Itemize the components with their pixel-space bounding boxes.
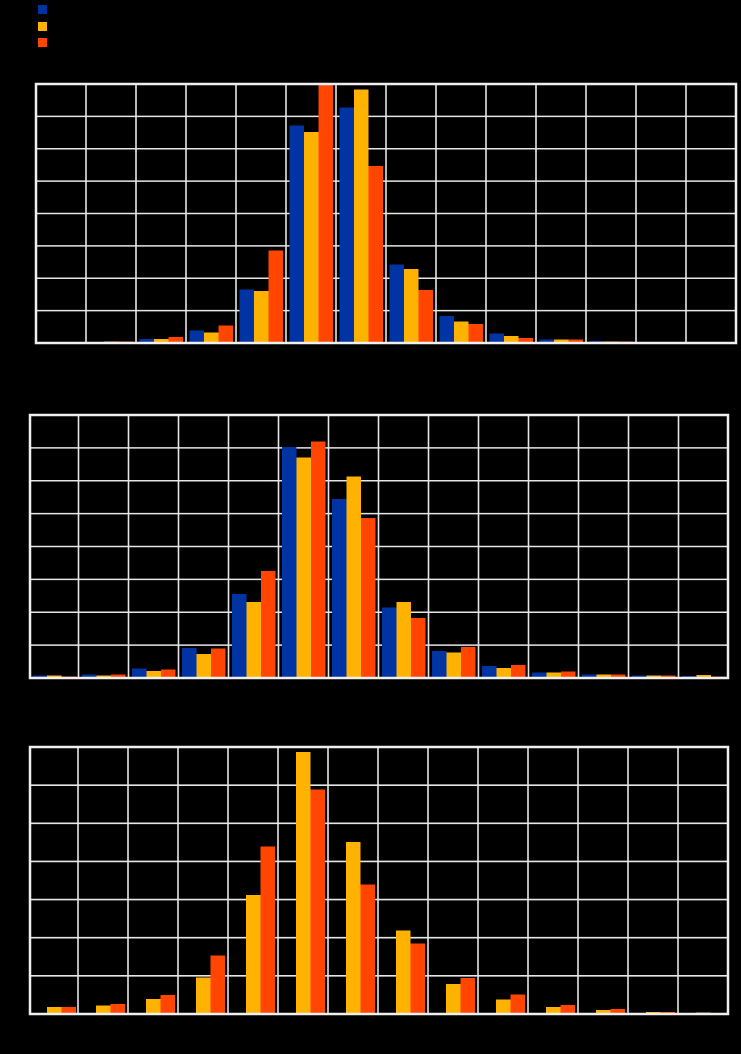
bar-orange: [559, 1004, 575, 1014]
bar-blue: [581, 673, 597, 678]
bar-orange: [610, 674, 626, 678]
legend-item-amber: [38, 21, 52, 31]
bar-amber: [153, 339, 169, 343]
bar-amber: [245, 894, 260, 1014]
bar-orange: [510, 664, 526, 678]
bar-blue: [239, 289, 254, 343]
bar-orange: [309, 788, 325, 1014]
bar-amber: [96, 674, 111, 678]
histogram-middle: [28, 413, 730, 679]
bar-amber: [503, 336, 519, 343]
bar-amber: [203, 332, 219, 343]
bar-orange: [310, 441, 326, 678]
bar-orange: [459, 977, 475, 1014]
bar-orange: [110, 673, 126, 678]
bar-orange: [418, 290, 433, 343]
bar-amber: [446, 652, 461, 678]
bar-amber: [445, 983, 460, 1014]
bar-orange: [218, 325, 233, 343]
legend-swatch-amber: [38, 21, 47, 31]
bar-orange: [209, 955, 225, 1014]
bar-orange: [109, 1003, 125, 1014]
legend-swatch-orange: [38, 38, 47, 47]
legend-swatch-blue: [38, 5, 47, 14]
bar-amber: [696, 674, 711, 678]
histogram-bottom: [28, 745, 729, 1015]
bar-orange: [518, 338, 533, 343]
bar-blue: [339, 107, 354, 343]
bar-blue: [539, 339, 554, 343]
bar-blue: [81, 674, 97, 678]
bar-amber: [246, 601, 261, 678]
bar-amber: [553, 339, 569, 343]
bar-blue: [281, 446, 297, 678]
bar-orange: [560, 670, 576, 678]
bar-orange: [260, 570, 276, 678]
bar-blue: [231, 593, 247, 678]
bar-orange: [60, 1006, 76, 1014]
bar-amber: [296, 456, 311, 678]
bar-blue: [131, 667, 147, 678]
plot-border: [28, 745, 729, 1015]
bar-amber: [95, 1005, 110, 1014]
histogram-top: [34, 82, 738, 345]
bar-orange: [368, 166, 383, 343]
bar-amber: [646, 674, 661, 678]
bar-amber: [345, 841, 360, 1014]
bar-blue: [481, 665, 497, 678]
bar-amber: [403, 268, 419, 343]
bar-amber: [303, 131, 319, 343]
bar-amber: [396, 601, 411, 678]
bar-amber: [295, 751, 310, 1014]
bar-orange: [409, 942, 425, 1014]
bar-amber: [145, 998, 160, 1014]
bar-blue: [389, 264, 404, 343]
bar-amber: [453, 321, 469, 343]
legend-item-orange: [38, 38, 52, 47]
bar-amber: [596, 674, 611, 678]
bar-amber: [346, 475, 361, 678]
bar-amber: [146, 670, 161, 678]
bar-orange: [460, 646, 476, 678]
bar-blue: [331, 498, 347, 678]
bar-amber: [195, 976, 210, 1014]
bar-orange: [159, 994, 175, 1014]
bar-orange: [568, 339, 583, 343]
bar-blue: [289, 125, 304, 343]
bar-amber: [395, 929, 410, 1014]
bar-amber: [496, 667, 511, 678]
bar-amber: [196, 653, 211, 678]
bar-orange: [268, 250, 283, 343]
bar-blue: [381, 607, 397, 678]
bar-orange: [210, 647, 226, 678]
bar-amber: [353, 89, 369, 343]
bar-orange: [609, 1008, 625, 1014]
bar-orange: [259, 846, 275, 1014]
bar-orange: [360, 517, 376, 678]
bar-amber: [546, 672, 561, 678]
bar-blue: [489, 333, 504, 343]
bar-amber: [253, 291, 269, 343]
bar-blue: [189, 330, 204, 343]
bar-amber: [46, 1006, 61, 1014]
bar-orange: [168, 337, 183, 343]
bar-blue: [439, 316, 454, 343]
bar-orange: [160, 668, 176, 678]
bar-orange: [410, 617, 426, 678]
bar-amber: [495, 999, 510, 1014]
bar-blue: [181, 647, 197, 678]
bar-blue: [431, 650, 447, 678]
bar-amber: [545, 1006, 560, 1014]
plot-border: [34, 82, 738, 345]
bar-orange: [468, 324, 483, 343]
bar-blue: [139, 338, 154, 343]
legend-item-blue: [38, 5, 52, 14]
bar-orange: [359, 884, 375, 1014]
bar-orange: [318, 84, 333, 343]
bar-amber: [595, 1009, 610, 1014]
bar-blue: [531, 671, 547, 678]
bar-orange: [509, 994, 525, 1014]
plot-border: [28, 413, 730, 679]
